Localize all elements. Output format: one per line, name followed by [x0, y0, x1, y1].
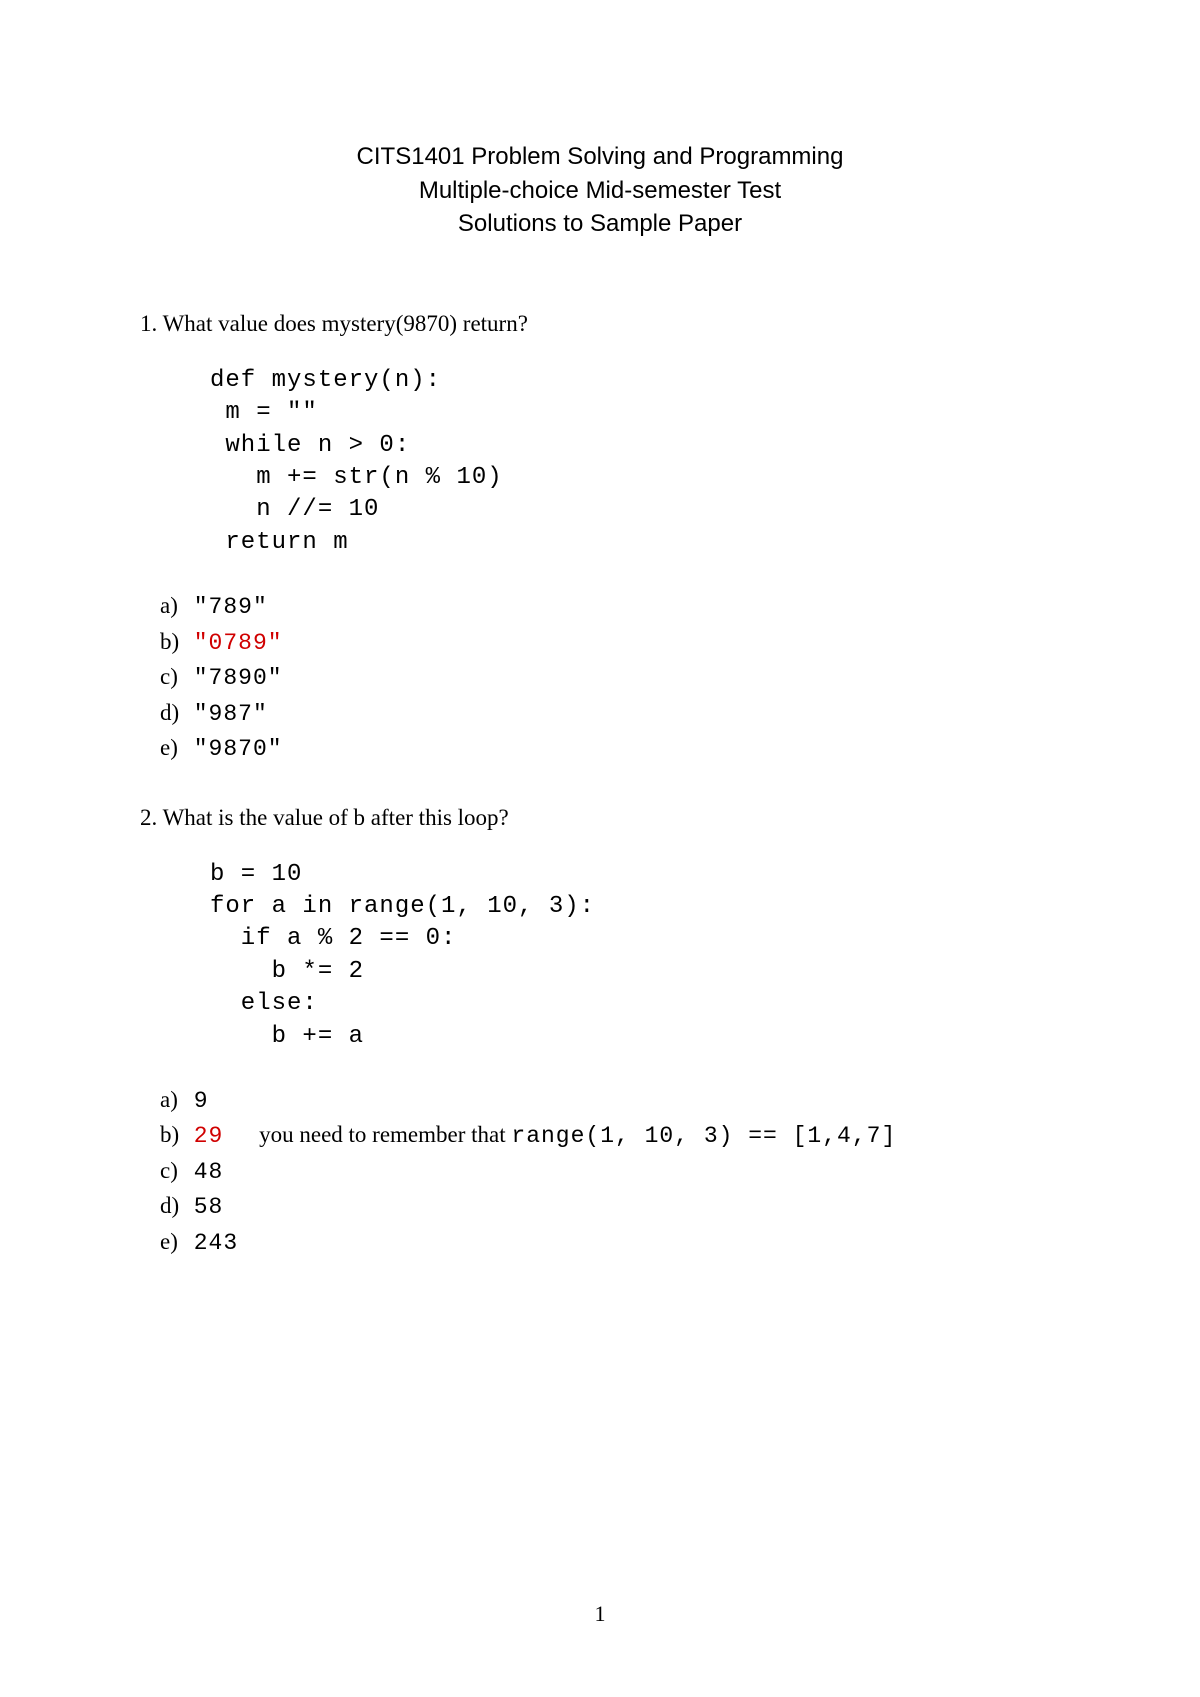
option-1b-label: b): [160, 625, 188, 660]
option-1e: e) "9870": [160, 731, 1060, 767]
option-1b: b) "0789": [160, 625, 1060, 661]
question-2-prompt: What is the value of b after this loop?: [163, 805, 509, 830]
header-line-3: Solutions to Sample Paper: [140, 207, 1060, 241]
option-2d: d) 58: [160, 1189, 1060, 1225]
option-2b-value: 29: [194, 1123, 224, 1149]
page-number: 1: [0, 1601, 1200, 1627]
option-2d-value: 58: [194, 1194, 224, 1220]
question-1-code: def mystery(n): m = "" while n > 0: m +=…: [210, 365, 1060, 559]
question-1-options: a) "789" b) "0789" c) "7890" d) "987" e)…: [160, 589, 1060, 767]
option-1e-value: "9870": [194, 736, 283, 762]
question-1: 1. What value does mystery(9870) return?…: [140, 311, 1060, 767]
option-2c: c) 48: [160, 1154, 1060, 1190]
question-1-prompt: What value does mystery(9870) return?: [163, 311, 528, 336]
option-2c-value: 48: [194, 1159, 224, 1185]
question-1-number: 1.: [140, 311, 157, 336]
question-2-text: 2. What is the value of b after this loo…: [140, 805, 1060, 831]
option-1d-label: d): [160, 696, 188, 731]
question-2-code: b = 10 for a in range(1, 10, 3): if a % …: [210, 859, 1060, 1053]
option-2b-note: you need to remember that range(1, 10, 3…: [259, 1122, 896, 1147]
question-2-options: a) 9 b) 29 you need to remember that ran…: [160, 1083, 1060, 1261]
option-2a-value: 9: [194, 1088, 209, 1114]
header-line-2: Multiple-choice Mid-semester Test: [140, 174, 1060, 208]
option-1a: a) "789": [160, 589, 1060, 625]
question-2: 2. What is the value of b after this loo…: [140, 805, 1060, 1261]
option-2d-label: d): [160, 1189, 188, 1224]
document-header: CITS1401 Problem Solving and Programming…: [140, 140, 1060, 241]
page-content: CITS1401 Problem Solving and Programming…: [0, 0, 1200, 1358]
header-line-1: CITS1401 Problem Solving and Programming: [140, 140, 1060, 174]
option-1c-label: c): [160, 660, 188, 695]
option-1d: d) "987": [160, 696, 1060, 732]
option-2a-label: a): [160, 1083, 188, 1118]
option-2c-label: c): [160, 1154, 188, 1189]
option-2b: b) 29 you need to remember that range(1,…: [160, 1118, 1060, 1154]
question-1-text: 1. What value does mystery(9870) return?: [140, 311, 1060, 337]
option-2e-label: e): [160, 1225, 188, 1260]
option-2a: a) 9: [160, 1083, 1060, 1119]
question-2-number: 2.: [140, 805, 157, 830]
option-1a-value: "789": [194, 594, 268, 620]
option-2b-label: b): [160, 1118, 188, 1153]
option-1c: c) "7890": [160, 660, 1060, 696]
option-1b-value: "0789": [194, 630, 283, 656]
option-1c-value: "7890": [194, 665, 283, 691]
option-2e-value: 243: [194, 1230, 238, 1256]
option-1e-label: e): [160, 731, 188, 766]
option-2e: e) 243: [160, 1225, 1060, 1261]
option-1a-label: a): [160, 589, 188, 624]
option-2b-note-code: range(1, 10, 3) == [1,4,7]: [511, 1123, 896, 1149]
option-1d-value: "987": [194, 701, 268, 727]
option-2b-note-prefix: you need to remember that: [259, 1122, 511, 1147]
